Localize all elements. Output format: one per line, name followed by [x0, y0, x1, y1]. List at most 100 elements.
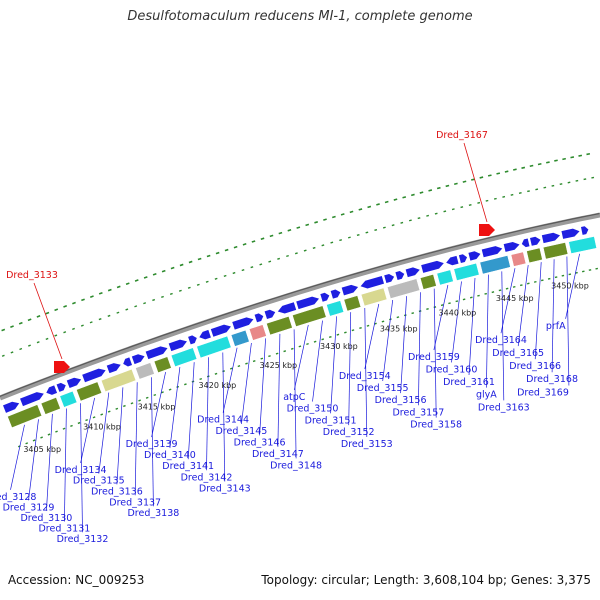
outer-tick — [529, 164, 534, 168]
inner-tick — [286, 254, 289, 258]
outer-tick — [305, 223, 310, 227]
scale-tick — [554, 276, 558, 279]
scale-tick — [336, 333, 340, 336]
scale-tick — [581, 270, 585, 273]
scale-label: 3435 kbp — [380, 325, 418, 334]
gene-arrow — [82, 368, 106, 383]
scale-label: 3415 kbp — [138, 402, 176, 411]
outer-tick — [367, 205, 372, 209]
cog-feature — [292, 305, 327, 327]
label-leader — [566, 256, 570, 386]
label-leader — [277, 333, 281, 447]
inner-tick — [468, 204, 472, 206]
inner-tick — [169, 292, 173, 295]
scale-tick — [153, 393, 157, 397]
map-title: Desulfotomaculum reducens MI-1, complete… — [127, 9, 473, 24]
scale-label: 3420 kbp — [199, 381, 237, 390]
inner-tick — [408, 219, 412, 222]
backbone-arc — [0, 212, 600, 401]
inner-tick — [391, 224, 395, 227]
outer-tick — [487, 174, 492, 177]
outer-tick — [98, 291, 103, 295]
outer-tick — [314, 221, 319, 224]
label-leader — [400, 296, 407, 394]
scale-tick — [40, 436, 43, 439]
gene-arrow — [66, 377, 82, 389]
scale-tick — [568, 273, 572, 276]
outer-tick — [10, 325, 14, 328]
label-leader — [293, 329, 297, 459]
gene-label: Dred_3134 — [55, 465, 107, 476]
gene-arrow — [421, 260, 444, 273]
gene-label: Dred_3157 — [392, 407, 444, 418]
outer-tick — [269, 234, 274, 238]
inner-tick — [72, 327, 75, 331]
gene-label: Dred_3143 — [199, 484, 251, 495]
gene-arrow — [405, 267, 420, 278]
label-leader — [418, 292, 421, 406]
scale-tick — [32, 439, 36, 442]
gene-label: glyA — [476, 390, 497, 401]
scale-tick — [328, 335, 332, 339]
inner-tick — [567, 181, 571, 184]
inner-tick — [493, 197, 497, 200]
cog-feature — [436, 269, 454, 286]
scale-tick — [484, 292, 488, 295]
scale-tick — [448, 302, 451, 305]
gene-arrow — [481, 246, 503, 258]
label-leader — [451, 281, 462, 363]
cog-feature — [266, 316, 293, 336]
outer-tick — [287, 229, 292, 232]
label-leader — [80, 397, 95, 463]
scale-tick — [252, 360, 256, 363]
gene-label: Dred_3169 — [517, 388, 569, 399]
cog-feature — [230, 329, 250, 347]
scale-tick — [168, 388, 172, 391]
outer-tick — [45, 311, 50, 315]
outer-tick — [278, 231, 283, 235]
gene-label: Dred_3155 — [357, 383, 409, 394]
cog-feature — [196, 335, 232, 359]
gene-arrow — [296, 296, 320, 310]
inner-tick — [259, 263, 263, 266]
outer-tick — [454, 182, 458, 186]
inner-tick — [365, 231, 369, 234]
scale-labels: 3405 kbp 3410 kbp 3415 kbp 3420 kbp 3425 kbp… — [23, 282, 589, 455]
scale-tick — [351, 329, 355, 332]
scale-tick — [519, 284, 523, 287]
scale-tick — [275, 352, 279, 355]
inner-tick — [559, 183, 563, 186]
inner-tick — [443, 210, 447, 213]
gene-arrow — [468, 251, 481, 261]
inner-tick — [214, 277, 218, 280]
outer-tick — [116, 285, 121, 289]
gene-label: Dred_3140 — [144, 450, 196, 461]
outer-tick — [521, 166, 526, 169]
gene-label: Dred_3144 — [197, 415, 249, 426]
inner-tick — [1, 354, 5, 357]
inner-tick — [161, 295, 164, 298]
cog-feature — [479, 255, 511, 275]
gene-label: Dred_3159 — [408, 352, 460, 363]
label-leader — [46, 413, 53, 511]
inner-tick — [45, 337, 49, 341]
outer-tick — [436, 186, 441, 190]
scale-label: 3440 kbp — [439, 309, 477, 318]
inner-tick — [196, 283, 200, 286]
gene-label: Dred_3153 — [341, 439, 393, 450]
cog-feature — [526, 247, 543, 264]
highlight-label: Dred_3133 — [6, 270, 58, 281]
outer-tick — [224, 248, 229, 252]
cog-feature — [510, 251, 527, 267]
scale-tick — [130, 402, 134, 405]
gene-label: Dred_3160 — [426, 364, 478, 375]
outer-tick — [384, 200, 389, 204]
inner-tick — [330, 241, 334, 244]
gene-arrow — [446, 255, 459, 266]
label-leader — [169, 367, 181, 449]
outer-tick — [54, 308, 59, 312]
label-leader — [348, 312, 352, 426]
label-leader — [187, 362, 195, 460]
scale-tick — [70, 424, 73, 427]
